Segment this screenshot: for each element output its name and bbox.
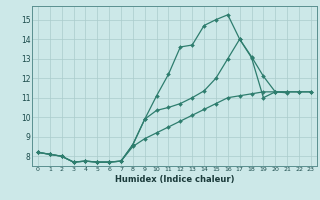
X-axis label: Humidex (Indice chaleur): Humidex (Indice chaleur) [115, 175, 234, 184]
